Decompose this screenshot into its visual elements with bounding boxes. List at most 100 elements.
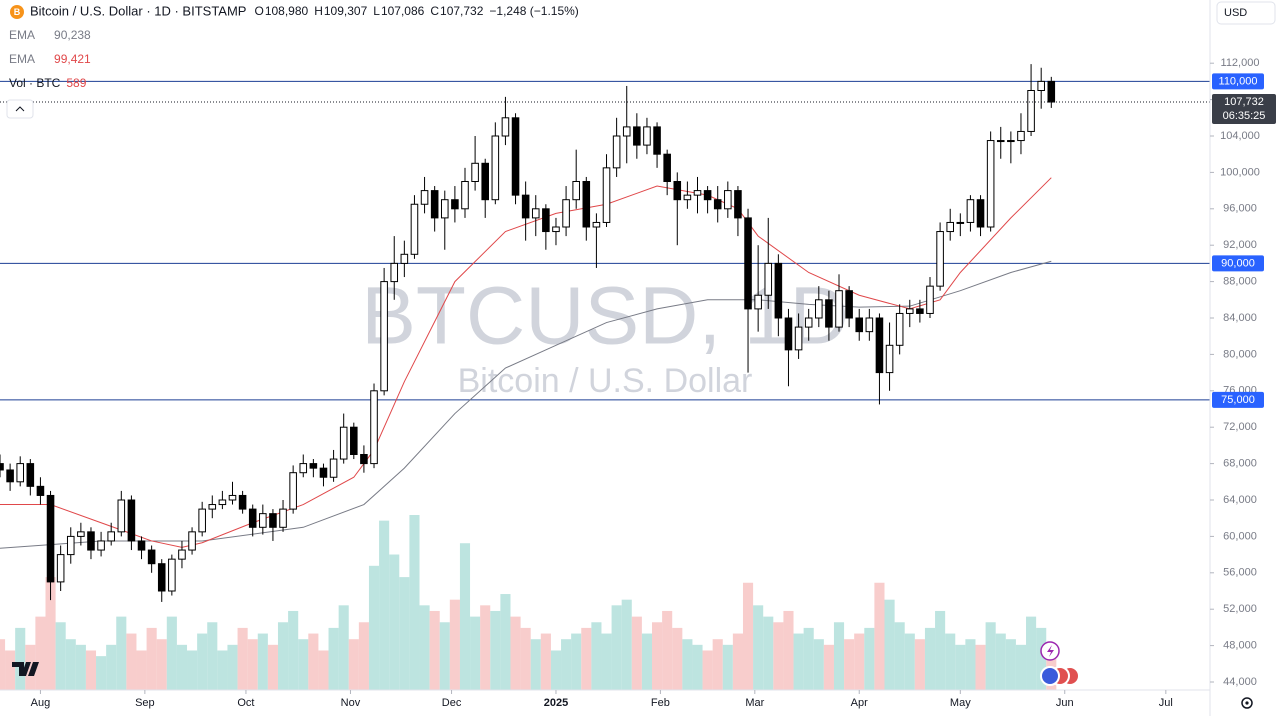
collapse-icon[interactable] [15, 106, 25, 112]
candle-body [178, 549, 186, 560]
y-tick-label: 104,000 [1220, 130, 1260, 142]
candle-body [380, 281, 388, 392]
x-tick-label: 2025 [544, 697, 568, 709]
candle-body [208, 504, 217, 510]
candle-body [1017, 130, 1025, 142]
candle-body [168, 558, 176, 592]
volume-bar [358, 622, 369, 690]
volume-bar [328, 627, 339, 690]
candle-body [228, 494, 237, 501]
collapse-box[interactable] [6, 99, 34, 119]
volume-bar [409, 515, 420, 690]
candle-body [107, 531, 115, 542]
candle-body [248, 508, 257, 528]
volume-bar [348, 639, 359, 690]
volume-bar [591, 622, 602, 690]
volume-bar [631, 616, 642, 690]
candle-body [400, 253, 409, 264]
ohlc-key: H [314, 4, 323, 18]
candle-body [339, 426, 348, 460]
settings-button[interactable] [1241, 697, 1253, 709]
candle-body [97, 540, 105, 551]
volume-bar [874, 582, 885, 690]
candle-body [259, 513, 267, 528]
volume-bar [935, 610, 946, 690]
candle-body [845, 290, 853, 319]
volume-bar [672, 627, 683, 690]
candle-body [895, 312, 904, 346]
volume-bar [844, 639, 855, 690]
candle-body [26, 463, 35, 487]
volume-bar [166, 616, 177, 690]
volume-bar [601, 633, 612, 690]
candle-body [531, 208, 540, 219]
volume-layer [0, 515, 1057, 690]
event-icon[interactable] [1040, 666, 1060, 686]
candle-body [946, 221, 954, 233]
y-tick-label: 68,000 [1223, 458, 1257, 470]
candle-body [198, 508, 206, 533]
volume-bar [419, 605, 430, 690]
candle-body [350, 426, 358, 456]
volume-bar [783, 610, 794, 690]
volume-bar [530, 639, 541, 690]
currency-button-box[interactable] [1216, 1, 1276, 25]
candle-body [0, 463, 4, 471]
candle-body [774, 262, 783, 319]
candle-body [471, 162, 479, 182]
candle-body [734, 190, 742, 219]
volume-bar [773, 622, 784, 690]
currency-label[interactable]: USD [1224, 7, 1247, 19]
watermark-subtitle: Bitcoin / U.S. Dollar [458, 362, 753, 400]
x-tick-label: Aug [31, 697, 51, 709]
candle-body [926, 285, 934, 314]
volume-bar [793, 633, 804, 690]
volume-bar [652, 622, 663, 690]
volume-bar [763, 616, 774, 690]
candle-body [77, 531, 85, 537]
settings-icon[interactable] [1241, 697, 1253, 709]
candle-body [643, 126, 651, 146]
level-label: 90,000 [1221, 257, 1255, 269]
volume-bar [732, 633, 743, 690]
y-tick-label: 44,000 [1223, 676, 1257, 688]
volume-bar [924, 627, 936, 690]
candle-body [137, 540, 146, 551]
volume-bar [288, 610, 299, 690]
volume-bar [540, 633, 551, 690]
y-tick-label: 100,000 [1220, 166, 1260, 178]
volume-bar [55, 622, 66, 690]
event-icons[interactable] [1040, 641, 1080, 686]
y-tick-label: 112,000 [1221, 57, 1260, 69]
y-tick-label: 84,000 [1223, 312, 1257, 324]
ohlc-value: 109,307 [324, 4, 368, 18]
candle-body [592, 221, 601, 228]
volume-bar [338, 605, 349, 690]
volume-bar [65, 639, 76, 690]
ohlc-key: L [373, 4, 380, 18]
volume-bar [207, 622, 218, 690]
candle-body [1047, 80, 1056, 103]
ohlc-value: 108,980 [265, 4, 309, 18]
candle-body [188, 531, 196, 551]
volume-bar [197, 633, 208, 690]
candle-body [1007, 140, 1015, 143]
volume-bar [1026, 616, 1037, 690]
currency-button[interactable]: USD [1216, 1, 1276, 25]
candle-body [683, 194, 692, 201]
x-tick-label: Jul [1159, 697, 1173, 709]
volume-bar [722, 644, 733, 690]
last-price-box [1212, 94, 1276, 125]
event-glyph[interactable] [1047, 645, 1054, 657]
volume-bar [682, 639, 693, 690]
candle-body [885, 344, 894, 374]
volume-legend-value: 589 [66, 76, 86, 90]
price-layer [0, 64, 1210, 602]
collapse-button[interactable] [6, 99, 34, 119]
settings-icon[interactable] [1245, 701, 1249, 705]
volume-bar [864, 627, 875, 690]
volume-bar [75, 644, 86, 690]
candle-body [491, 135, 500, 201]
volume-bar [35, 616, 46, 690]
